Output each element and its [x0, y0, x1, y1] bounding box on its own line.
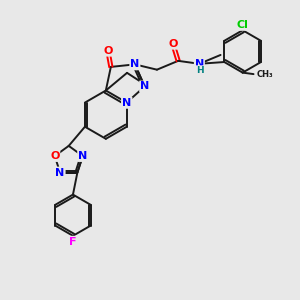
- Text: F: F: [69, 237, 77, 247]
- Text: N: N: [140, 81, 149, 92]
- Text: N: N: [78, 151, 87, 161]
- Text: N: N: [122, 98, 131, 108]
- Text: N: N: [56, 167, 65, 178]
- Text: Cl: Cl: [237, 20, 249, 30]
- Text: H: H: [196, 66, 204, 75]
- Text: O: O: [168, 39, 178, 49]
- Text: O: O: [50, 151, 59, 161]
- Text: O: O: [103, 46, 112, 56]
- Text: N: N: [122, 98, 131, 108]
- Text: CH₃: CH₃: [256, 70, 273, 79]
- Text: N: N: [195, 59, 204, 69]
- Text: N: N: [130, 59, 140, 69]
